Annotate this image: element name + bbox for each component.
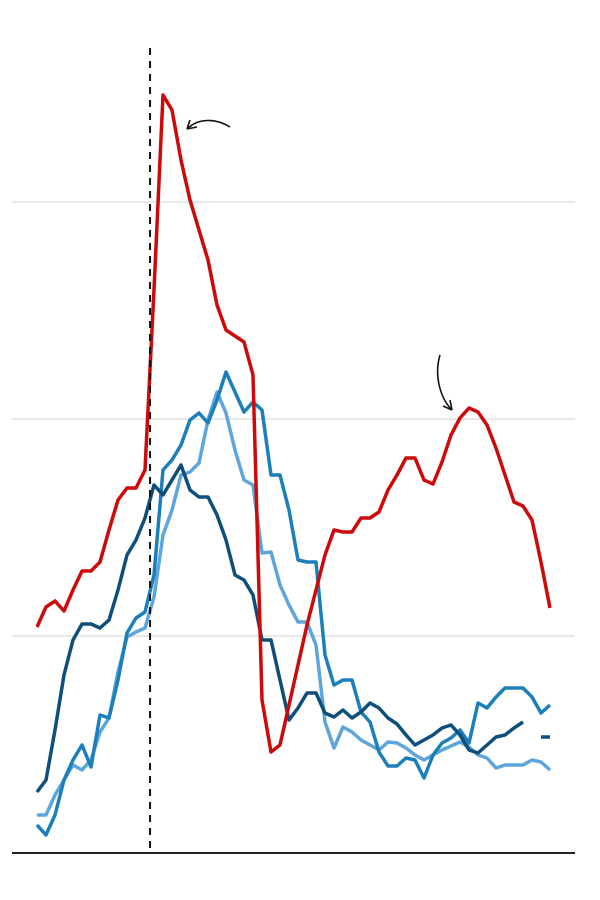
arrow-head xyxy=(442,399,453,411)
line xyxy=(35,370,552,837)
arrow-head xyxy=(186,119,198,130)
annotation-arrow xyxy=(186,119,231,130)
line xyxy=(35,93,552,754)
annotation-arrow xyxy=(436,354,453,411)
line xyxy=(35,463,550,794)
